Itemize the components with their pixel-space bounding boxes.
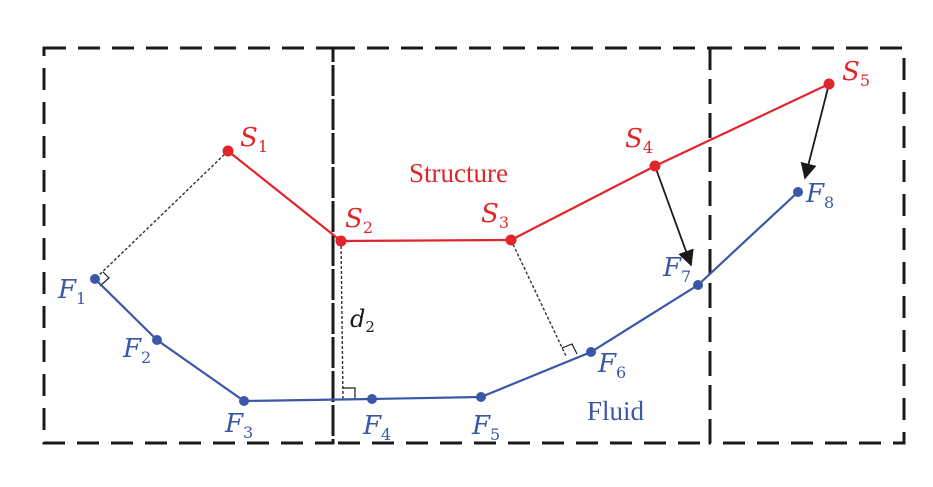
partition-box-middle	[331, 46, 712, 445]
structure-node-s3	[505, 234, 517, 246]
structure-node-s2	[335, 235, 347, 247]
fluid-node-f6	[586, 347, 596, 357]
right-angle-f1	[99, 271, 110, 287]
label-f5: F5	[471, 411, 500, 444]
label-s1: S1	[240, 123, 268, 156]
distance-label-d2: d2	[350, 305, 375, 336]
label-f6: F6	[597, 349, 626, 382]
structure-region-label: Structure	[409, 158, 508, 188]
fluid-node-f3	[239, 396, 249, 406]
label-s3: S3	[481, 199, 509, 232]
partition-boxes	[42, 46, 906, 445]
arrow-s5-f8	[800, 83, 830, 180]
fluid-region-label: Fluid	[587, 396, 645, 426]
fluid-node-f5	[476, 392, 486, 402]
structure-interface-line	[227, 83, 830, 243]
fluid-nodes	[90, 187, 803, 406]
structure-nodes	[222, 78, 835, 247]
fluid-node-f2	[152, 335, 162, 345]
partition-box-right	[708, 46, 906, 445]
right-angle-markers	[99, 271, 578, 399]
fluid-interface-line	[94, 191, 799, 403]
projection-s1-f1	[94, 150, 229, 280]
label-f8: F8	[805, 179, 834, 212]
structure-node-s4	[649, 160, 661, 172]
partition-box-left	[42, 46, 335, 445]
projection-s2-f4	[340, 240, 344, 400]
label-f3: F3	[224, 409, 253, 442]
label-s2: S2	[345, 204, 373, 237]
projection-lines	[94, 150, 567, 400]
label-f1: F1	[57, 275, 86, 308]
projection-s3-f6	[510, 239, 567, 357]
label-s5: S5	[842, 57, 870, 90]
right-angle-f6	[561, 343, 578, 355]
label-s4: S4	[625, 124, 653, 157]
structure-node-s5	[823, 78, 835, 90]
structure-node-labels: S1 S2 S3 S4 S5	[240, 57, 870, 237]
fluid-node-f4	[367, 394, 377, 404]
label-f7: F7	[662, 253, 691, 286]
fluid-node-f8	[793, 187, 803, 197]
label-f4: F4	[362, 411, 391, 444]
fluid-node-f7	[693, 280, 703, 290]
right-angle-f4	[343, 387, 356, 399]
fluid-node-f1	[90, 274, 100, 284]
mapping-arrows	[654, 83, 830, 267]
arrow-s4-f7	[654, 165, 694, 267]
label-f2: F2	[122, 334, 151, 367]
fluid-node-labels: F1 F2 F3 F4 F5 F6 F7 F8	[57, 179, 834, 444]
structure-node-s1	[222, 145, 234, 157]
